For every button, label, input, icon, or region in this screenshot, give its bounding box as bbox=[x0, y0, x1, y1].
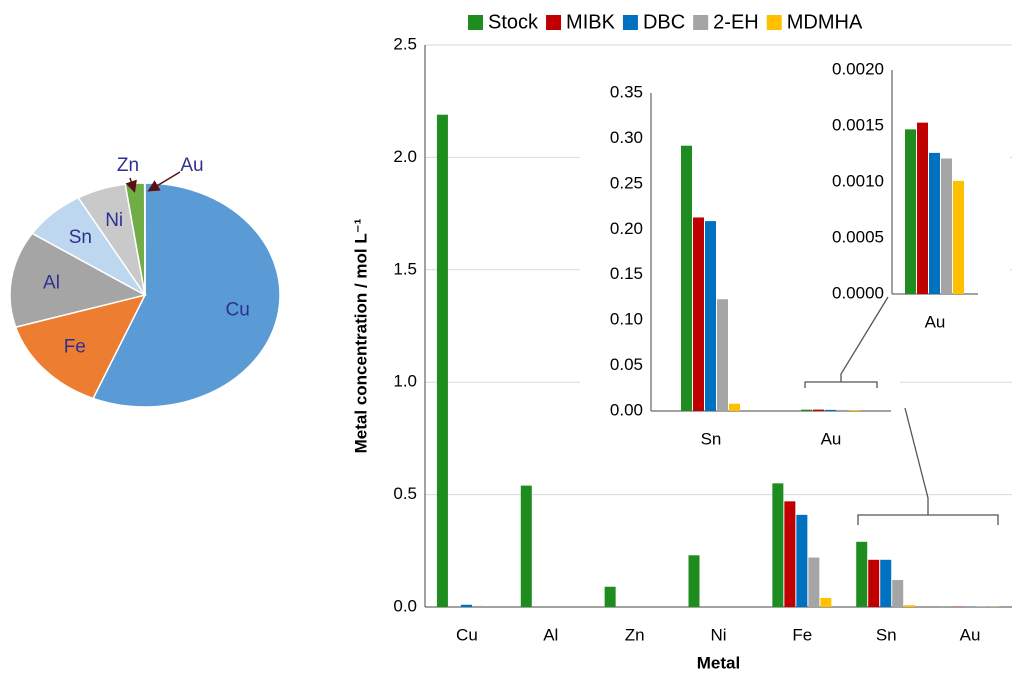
bar bbox=[460, 604, 472, 607]
bar bbox=[905, 129, 916, 294]
legend-swatch bbox=[468, 15, 483, 30]
bar bbox=[784, 501, 796, 607]
y-tick-label: 0.0000 bbox=[832, 283, 884, 302]
y-tick-label: 0.20 bbox=[610, 219, 643, 238]
bar bbox=[820, 598, 832, 607]
x-tick-label: Sn bbox=[701, 429, 722, 448]
y-tick-label: 0.10 bbox=[610, 310, 643, 329]
pointer-arrow bbox=[147, 171, 181, 192]
y-tick-label: 1.5 bbox=[393, 259, 417, 278]
bar bbox=[693, 217, 704, 411]
x-tick-label: Sn bbox=[876, 625, 897, 644]
y-tick-label: 0.0 bbox=[393, 596, 417, 615]
pie-label: Ni bbox=[105, 210, 123, 231]
bar bbox=[796, 514, 808, 607]
y-tick-label: 0.0005 bbox=[832, 227, 884, 246]
x-tick-label: Al bbox=[543, 625, 558, 644]
x-tick-label: Fe bbox=[792, 625, 812, 644]
pie-slice bbox=[92, 182, 281, 408]
zoom-bracket bbox=[857, 407, 999, 525]
pie-slice bbox=[14, 293, 147, 400]
bar bbox=[472, 605, 484, 607]
pie-label: Au bbox=[180, 155, 203, 176]
inset-chart: 0.00 0.05 0.10 0.15 0.20 0.25 0.30 0.35 Sn Au bbox=[610, 82, 891, 448]
bar bbox=[729, 403, 740, 411]
x-tick-label: Ni bbox=[710, 625, 726, 644]
pie-label: Sn bbox=[69, 227, 92, 248]
bar bbox=[772, 483, 784, 607]
bar bbox=[941, 158, 952, 294]
bar bbox=[801, 409, 812, 411]
y-tick-label: 0.5 bbox=[393, 484, 417, 503]
x-tick-label: Au bbox=[925, 312, 946, 331]
legend-label: Stock bbox=[488, 11, 539, 33]
pie-chart: Cu Fe Al Sn Ni Zn Au bbox=[9, 155, 281, 408]
legend-label: MDMHA bbox=[787, 11, 863, 33]
bar bbox=[917, 122, 928, 294]
y-tick-label: 0.25 bbox=[610, 173, 643, 192]
x-tick-label: Au bbox=[960, 625, 981, 644]
pie-slice bbox=[9, 232, 148, 329]
bar bbox=[856, 541, 868, 607]
bar bbox=[681, 145, 692, 411]
pie-label: Zn bbox=[117, 155, 139, 176]
bar bbox=[892, 580, 904, 607]
x-tick-label: Cu bbox=[456, 625, 478, 644]
bar bbox=[813, 409, 824, 411]
y-axis-title: Metal concentration / mol L⁻¹ bbox=[351, 218, 370, 453]
bar bbox=[436, 114, 448, 608]
y-tick-label: 2.0 bbox=[393, 147, 417, 166]
y-tick-label: 0.35 bbox=[610, 82, 643, 101]
legend-swatch bbox=[622, 15, 638, 30]
legend-swatch bbox=[693, 15, 709, 30]
bar bbox=[604, 586, 616, 607]
y-tick-label: 1.0 bbox=[393, 372, 417, 391]
x-tick-label: Au bbox=[821, 429, 842, 448]
bar bbox=[904, 605, 916, 607]
bar bbox=[717, 299, 728, 411]
pointer-arrow bbox=[125, 177, 137, 193]
y-tick-label: 0.0015 bbox=[832, 115, 884, 134]
y-tick-label: 0.05 bbox=[610, 355, 643, 374]
legend-swatch bbox=[546, 15, 562, 30]
pie-label: Al bbox=[43, 273, 60, 294]
y-tick-label: 0.00 bbox=[610, 400, 643, 419]
bar bbox=[849, 410, 860, 411]
pie-label: Cu bbox=[226, 299, 250, 320]
legend-swatch bbox=[766, 15, 782, 30]
bar bbox=[837, 409, 848, 411]
bar bbox=[868, 559, 880, 607]
bar bbox=[688, 555, 700, 607]
y-tick-label: 0.15 bbox=[610, 264, 643, 283]
legend-label: 2-EH bbox=[713, 11, 759, 33]
y-tick-label: 2.5 bbox=[393, 34, 417, 53]
bar bbox=[808, 557, 820, 607]
x-axis-title: Metal bbox=[697, 653, 740, 672]
inset-chart: 0.0000 0.0005 0.0010 0.0015 0.0020 Au bbox=[832, 59, 978, 331]
bar bbox=[953, 180, 964, 294]
legend-label: DBC bbox=[643, 11, 685, 33]
y-tick-label: 0.0020 bbox=[832, 59, 884, 78]
legend-label: MIBK bbox=[566, 11, 616, 33]
bar bbox=[929, 152, 940, 294]
x-tick-label: Zn bbox=[625, 625, 645, 644]
zoom-bracket bbox=[804, 296, 889, 388]
bar bbox=[705, 221, 716, 411]
y-tick-label: 0.0010 bbox=[832, 171, 884, 190]
bar bbox=[520, 485, 532, 607]
pie-label: Fe bbox=[64, 337, 86, 358]
bar bbox=[880, 559, 892, 607]
bar bbox=[825, 409, 836, 411]
y-tick-label: 0.30 bbox=[610, 128, 643, 147]
